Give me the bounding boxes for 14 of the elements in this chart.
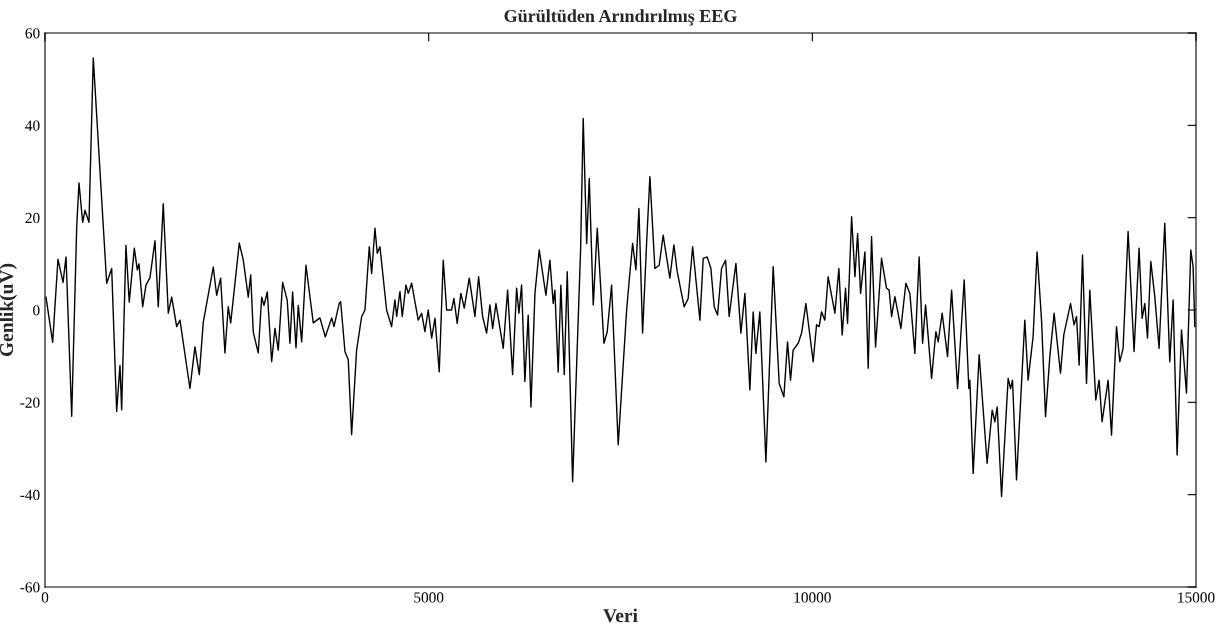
y-tick-label: -60 <box>20 582 40 593</box>
y-tick-label: 20 <box>25 212 40 224</box>
x-tick-label: 5000 <box>414 592 444 603</box>
x-tick-label: 10000 <box>794 592 831 603</box>
x-tick-label: 15000 <box>1178 592 1215 603</box>
y-tick-label: -20 <box>20 397 40 408</box>
x-tick-label: 0 <box>41 592 49 603</box>
x-axis-title: Veri <box>603 608 638 623</box>
y-axis-title: Genlik(uV) <box>0 263 17 357</box>
y-tick-label: 40 <box>25 120 40 131</box>
chart-title: Gürültüden Arındırılmış EEG <box>504 9 737 26</box>
y-tick-label: -40 <box>20 489 40 501</box>
y-tick-label: 0 <box>33 305 40 316</box>
y-tick-label: 60 <box>25 28 40 39</box>
